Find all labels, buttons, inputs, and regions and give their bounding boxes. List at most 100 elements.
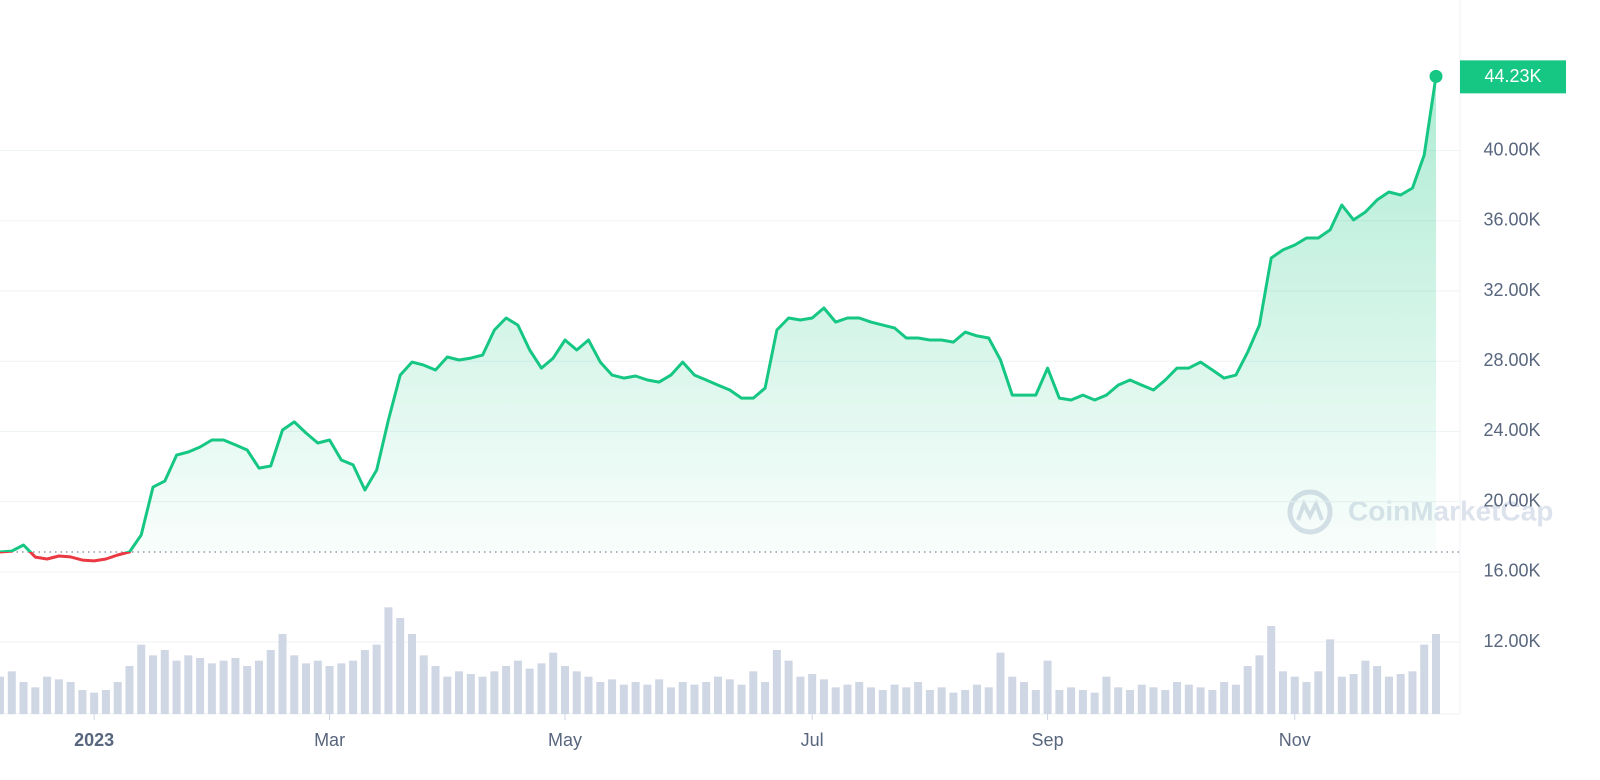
volume-bar xyxy=(714,676,722,714)
volume-bar xyxy=(349,660,358,714)
volume-bar xyxy=(1078,690,1087,714)
volume-bar xyxy=(643,684,652,714)
volume-bar xyxy=(337,663,346,714)
volume-bar xyxy=(137,644,146,714)
x-tick-label: May xyxy=(548,730,582,750)
volume-bar xyxy=(1420,644,1429,714)
volume-bar xyxy=(360,650,369,714)
area xyxy=(0,76,1436,552)
volume-bar xyxy=(243,666,252,714)
volume-bar xyxy=(90,692,99,714)
volume-bar xyxy=(725,679,734,714)
y-tick-label: 20.00K xyxy=(1483,490,1540,510)
volume-bar xyxy=(443,676,452,714)
price-label: 44.23K xyxy=(1484,66,1541,86)
y-tick-label: 28.00K xyxy=(1483,350,1540,370)
volume-bar xyxy=(666,687,675,714)
volume-bar xyxy=(1161,690,1170,714)
price-badge xyxy=(1460,60,1566,94)
volume-bar xyxy=(1149,687,1158,714)
volume-bar xyxy=(972,684,981,714)
y-tick-label: 24.00K xyxy=(1483,420,1540,440)
volume-bar xyxy=(172,660,181,714)
volume-bar xyxy=(890,684,899,714)
volume-bar xyxy=(502,666,511,714)
volume-bar xyxy=(1278,671,1287,714)
volume-bar xyxy=(478,676,487,714)
volume-bar xyxy=(1020,682,1029,714)
volume-bar xyxy=(1314,671,1323,714)
volume-bar xyxy=(961,690,970,714)
volume-bar xyxy=(690,684,699,714)
volume-bar xyxy=(149,655,158,714)
volume-bar xyxy=(902,687,911,714)
volume-bar xyxy=(125,666,134,714)
volume-bar xyxy=(278,634,287,714)
y-tick-label: 32.00K xyxy=(1483,280,1540,300)
volume-bar xyxy=(160,650,169,714)
volume-bar xyxy=(1302,682,1311,714)
y-tick-label: 16.00K xyxy=(1483,561,1540,581)
volume-bar xyxy=(43,676,52,714)
volume-bar xyxy=(1055,690,1064,714)
volume-bar xyxy=(996,652,1005,714)
volume-bar xyxy=(867,687,876,714)
volume-bar xyxy=(1243,666,1252,714)
volume-bar xyxy=(231,658,240,714)
volume-bar xyxy=(1231,684,1240,714)
volume-bar xyxy=(78,690,87,714)
volume-bar xyxy=(113,682,122,714)
last-point xyxy=(1429,69,1443,83)
volume-bar xyxy=(878,690,887,714)
volume-bar xyxy=(254,660,263,714)
y-tick-label: 12.00K xyxy=(1483,631,1540,651)
volume-bar xyxy=(925,690,934,714)
volume-bar xyxy=(702,682,711,714)
volume-bar xyxy=(1361,660,1370,714)
volume-bar xyxy=(737,684,746,714)
volume-bar xyxy=(54,679,63,714)
volume-bar xyxy=(984,687,993,714)
volume-bar xyxy=(407,634,416,714)
volume-bar xyxy=(1396,674,1405,714)
volume-bar xyxy=(1125,690,1134,714)
volume-bar xyxy=(1255,655,1264,714)
volume-bar xyxy=(808,674,817,714)
volume-bar xyxy=(1102,676,1111,714)
volume-bar xyxy=(655,679,664,714)
volume-bar xyxy=(266,650,275,714)
volume-bar xyxy=(302,663,311,714)
volume-bar xyxy=(1337,676,1346,714)
volume-bar xyxy=(537,663,546,714)
volume-bar xyxy=(1173,682,1182,714)
volume-bar xyxy=(455,671,464,714)
volume-bar xyxy=(384,607,393,714)
volume-bar xyxy=(419,655,428,714)
volume-bar xyxy=(1090,692,1099,714)
volume-bar xyxy=(1220,682,1229,714)
volume-bar xyxy=(1349,674,1358,714)
volume-bar xyxy=(1043,660,1052,714)
x-tick-label: Nov xyxy=(1279,730,1311,750)
price-line xyxy=(0,76,1438,563)
volume-bar xyxy=(1137,684,1146,714)
volume-bar xyxy=(219,660,228,714)
x-tick-label: Jul xyxy=(801,730,824,750)
volume-bar xyxy=(1408,671,1417,714)
volume-bar xyxy=(1267,626,1276,714)
x-tick-label: Mar xyxy=(314,730,345,750)
volume-bar xyxy=(466,674,475,714)
volume-bar xyxy=(1067,687,1076,714)
volume-bar xyxy=(619,684,628,714)
volume-bar xyxy=(513,660,522,714)
volume-bar xyxy=(949,692,958,714)
volume-bar xyxy=(1384,676,1393,714)
volume-bar xyxy=(0,676,4,714)
volume-bar xyxy=(831,687,840,714)
volume-bar xyxy=(525,668,534,714)
volume-bar xyxy=(1114,687,1123,714)
volume-bar xyxy=(396,618,405,714)
volume-bar xyxy=(31,687,40,714)
volume-bar xyxy=(1326,639,1335,714)
